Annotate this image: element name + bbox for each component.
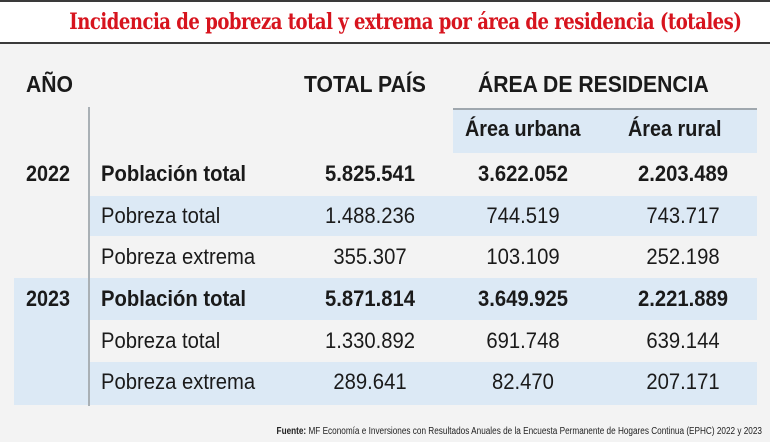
source-text: MF Economía e Inversiones con Resultados…	[306, 426, 762, 437]
value-urban: 3.649.925	[477, 286, 569, 311]
value-total: 289.641	[333, 369, 407, 394]
row-label: Población total	[101, 161, 247, 186]
row-band	[90, 196, 757, 236]
value-rural: 743.717	[646, 203, 720, 228]
row-label: Población total	[101, 286, 247, 311]
header-urban: Área urbana	[465, 116, 581, 141]
header-total-country: TOTAL PAÍS	[304, 71, 426, 97]
row-label: Pobreza extrema	[101, 244, 256, 269]
column-divider	[88, 107, 90, 406]
header-residence-area: ÁREA DE RESIDENCIA	[478, 71, 709, 97]
row-band	[90, 278, 757, 320]
value-rural: 207.171	[646, 369, 720, 394]
source-note: Fuente: MF Economía e Inversiones con Re…	[277, 426, 762, 437]
value-total: 1.330.892	[324, 328, 416, 353]
year-label: 2022	[26, 161, 71, 186]
row-label: Pobreza extrema	[101, 369, 256, 394]
value-rural: 252.198	[646, 244, 720, 269]
value-urban: 3.622.052	[477, 161, 569, 186]
title-bar: Incidencia de pobreza total y extrema po…	[0, 0, 770, 44]
header-rural: Área rural	[628, 116, 722, 141]
value-total: 355.307	[333, 244, 407, 269]
year-label: 2023	[26, 286, 71, 311]
value-total: 5.825.541	[324, 161, 416, 186]
row-label: Pobreza total	[101, 328, 221, 353]
row-label: Pobreza total	[101, 203, 221, 228]
page-title: Incidencia de pobreza total y extrema po…	[69, 9, 742, 35]
value-urban: 691.748	[486, 328, 560, 353]
header-year: AÑO	[26, 71, 74, 97]
value-total: 5.871.814	[324, 286, 416, 311]
value-urban: 744.519	[486, 203, 560, 228]
value-total: 1.488.236	[324, 203, 416, 228]
value-rural: 2.203.489	[637, 161, 729, 186]
year-band-2023	[14, 278, 88, 405]
value-urban: 82.470	[492, 369, 554, 394]
value-rural: 2.221.889	[637, 286, 729, 311]
value-rural: 639.144	[646, 328, 720, 353]
source-label: Fuente:	[276, 426, 307, 437]
value-urban: 103.109	[486, 244, 560, 269]
row-band	[90, 362, 757, 405]
residence-subheader-band	[453, 108, 757, 153]
